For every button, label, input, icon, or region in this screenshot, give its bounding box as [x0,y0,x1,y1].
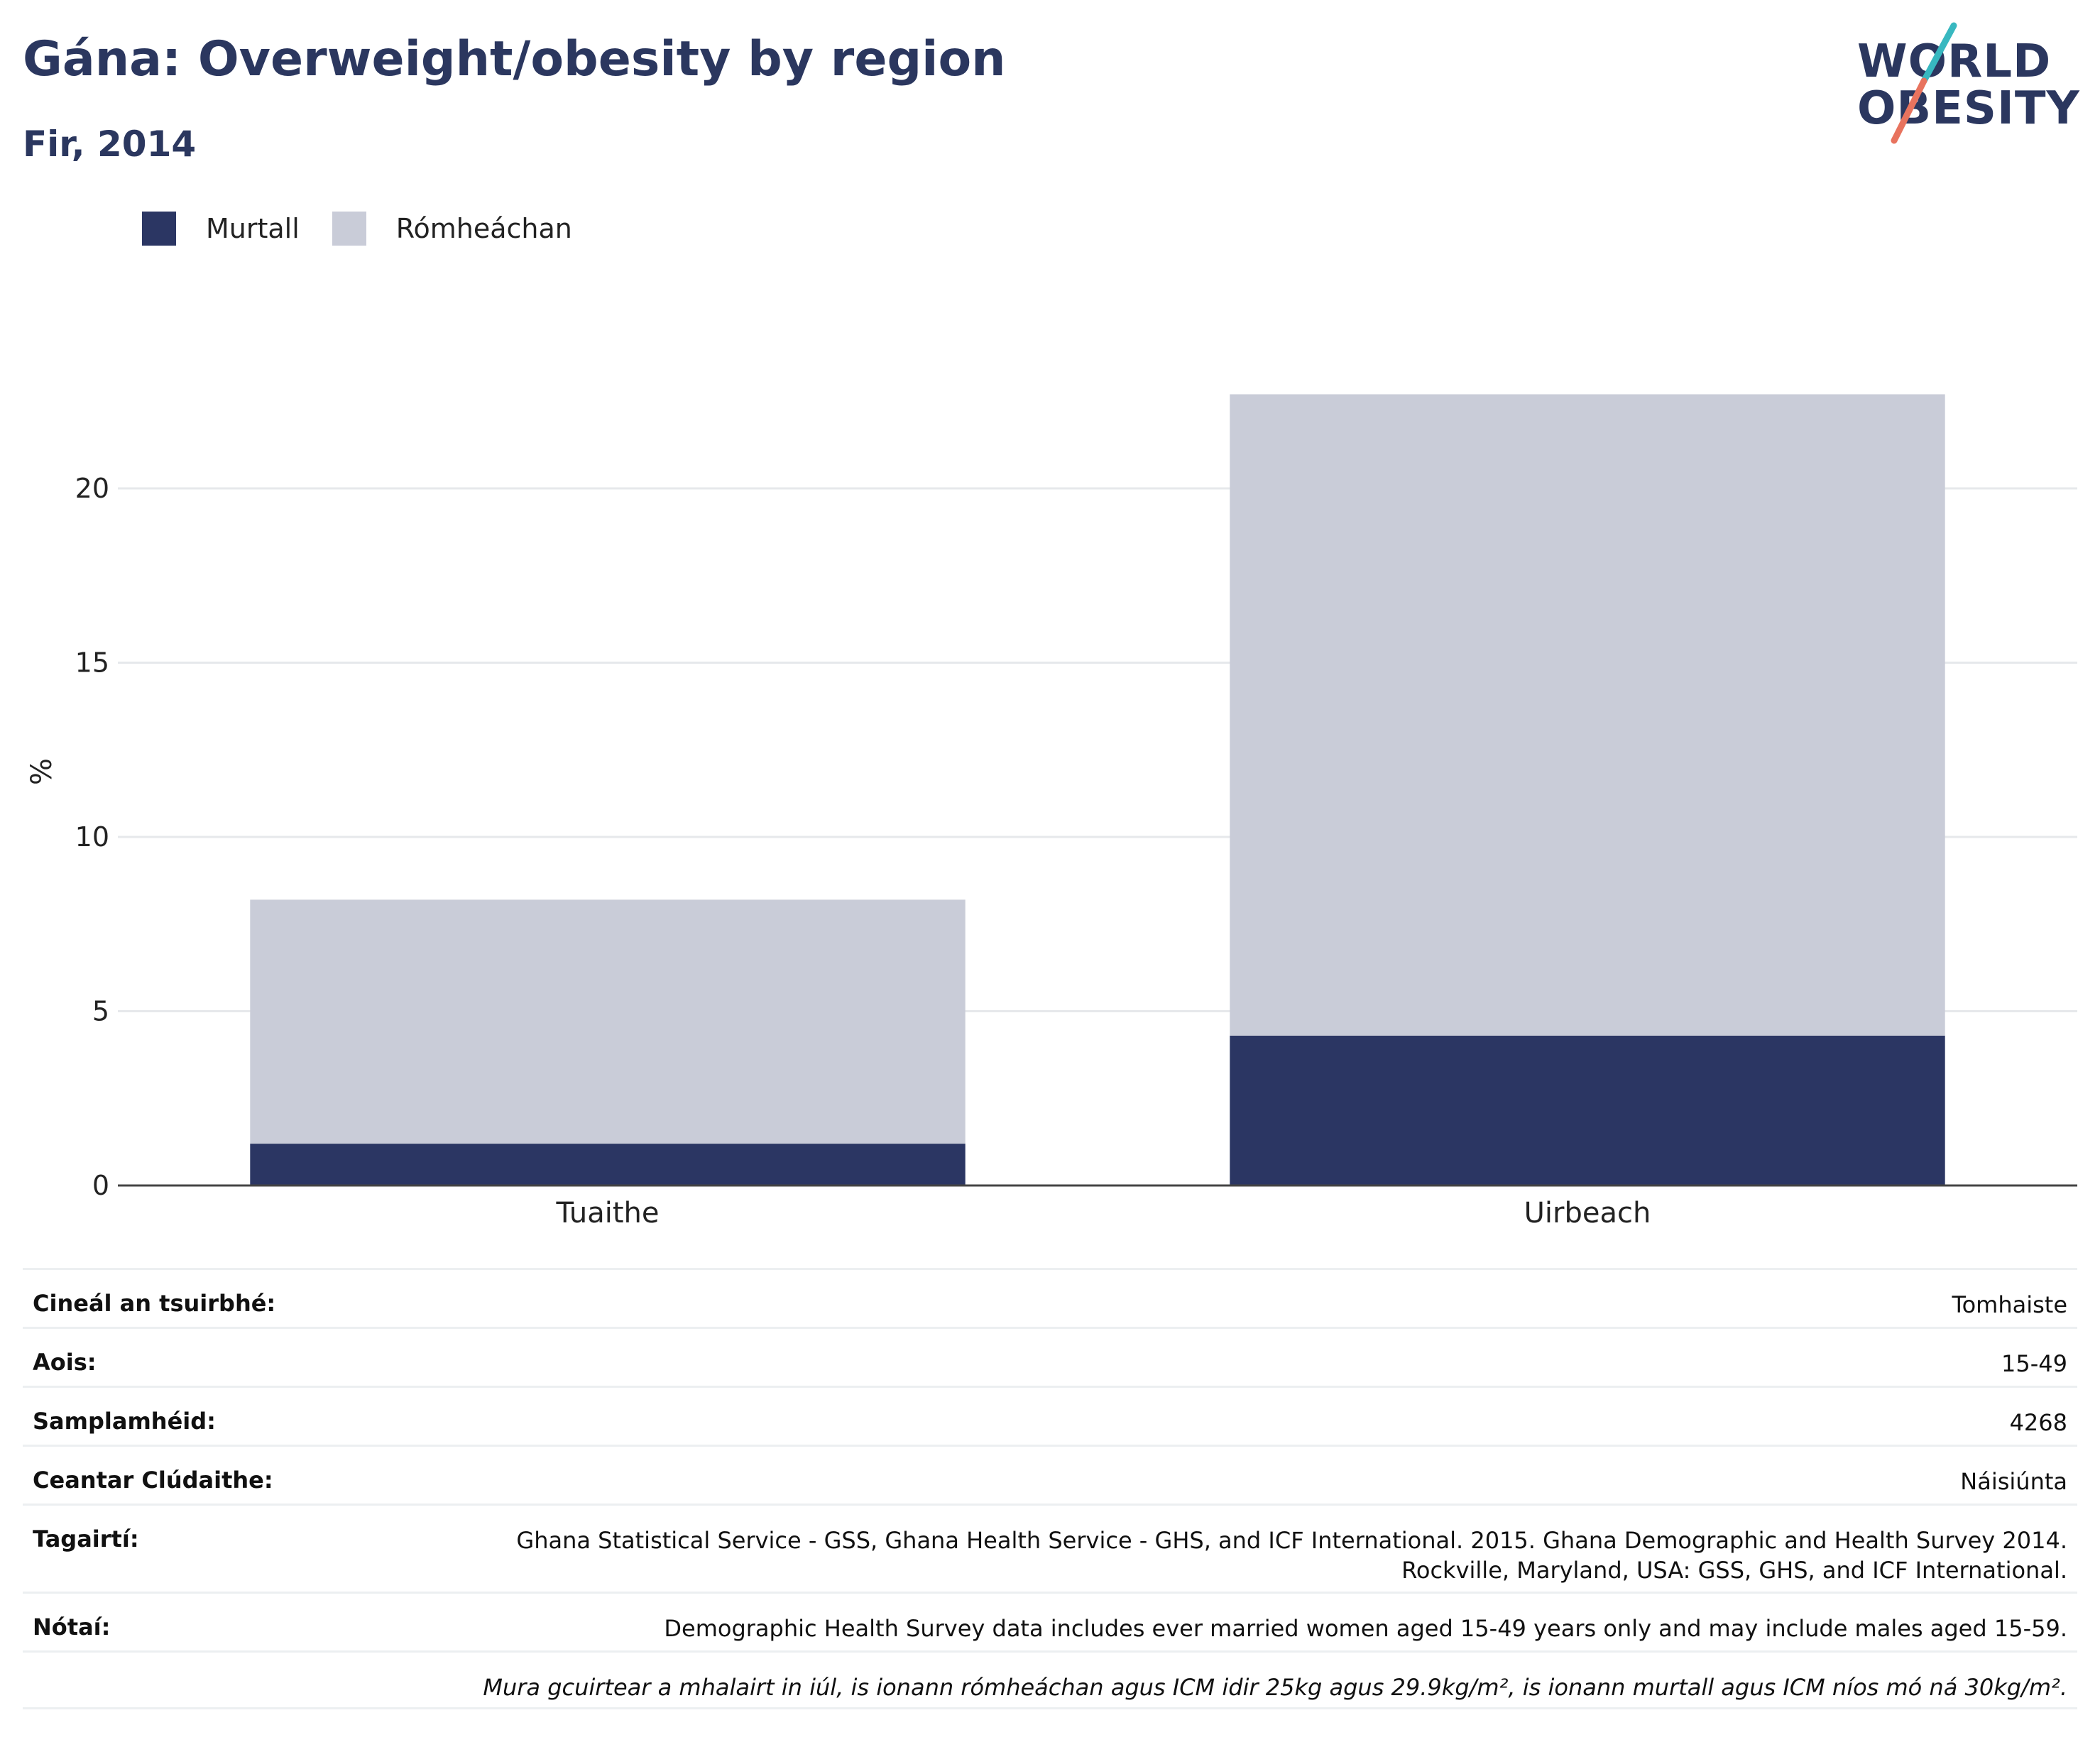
bar-obese-0 [250,1144,966,1185]
meta-row-sample-size: Samplamhéid: 4268 [23,1386,2077,1445]
world-obesity-logo: WORLD OBESITY [1853,20,2087,148]
meta-key: Ceantar Clúdaithe: [33,1467,273,1494]
legend-item-obese[interactable]: Murtall [142,212,300,246]
meta-key: Nótaí: [33,1614,111,1641]
survey-details-table: Cineál an tsuirbhé: Tomhaiste Aois: 15-4… [23,1268,2077,1709]
meta-key: Tagairtí: [33,1526,139,1552]
definition-note: Mura gcuirtear a mhalairt in iúl, is ion… [483,1674,2067,1701]
reference-line-1: Ghana Statistical Service - GSS, Ghana H… [516,1527,2067,1554]
y-tick-label: 5 [92,996,109,1027]
meta-value: Náisiúnta [1960,1468,2067,1495]
meta-row-area-covered: Ceantar Clúdaithe: Náisiúnta [23,1445,2077,1504]
meta-row-definition-note: Mura gcuirtear a mhalairt in iúl, is ion… [23,1650,2077,1709]
y-tick-label: 0 [92,1170,109,1201]
bar-overweight-0 [250,899,966,1144]
meta-value: 15-49 [2001,1350,2067,1377]
legend-label-overweight: Rómheáchan [395,213,572,244]
meta-key: Cineál an tsuirbhé: [33,1290,276,1317]
y-tick-label: 10 [75,821,109,853]
chart-title: Gána: Overweight/obesity by region [23,31,1006,87]
meta-row-age: Aois: 15-49 [23,1327,2077,1386]
y-axis-label: % [26,758,58,785]
meta-row-survey-type: Cineál an tsuirbhé: Tomhaiste [23,1268,2077,1327]
logo-text-line1: WORLD [1857,35,2052,88]
bar-chart: 0 5 10 15 20% Tuaithe Uirbeach [26,394,2077,1230]
legend-swatch-obese [142,212,176,246]
meta-value: Ghana Statistical Service - GSS, Ghana H… [516,1506,2067,1592]
legend-label-obese: Murtall [206,213,300,244]
legend-swatch-overweight [332,212,366,246]
meta-value: Demographic Health Survey data includes … [664,1615,2067,1642]
y-tick-label: 15 [75,647,109,679]
meta-row-notes: Nótaí: Demographic Health Survey data in… [23,1592,2077,1650]
logo-text-line2: OBESITY [1857,82,2080,135]
bar-obese-1 [1230,1035,1945,1185]
reference-line-2: Rockville, Maryland, USA: GSS, GHS, and … [1401,1557,2067,1584]
y-tick-label: 20 [75,473,109,504]
meta-value: 4268 [2009,1409,2067,1436]
chart-subtitle: Fir, 2014 [23,124,197,165]
bar-overweight-1 [1230,394,1945,1036]
chart-legend: Murtall Rómheáchan [142,212,605,246]
x-tick-label: Tuaithe [556,1197,660,1230]
meta-value: Tomhaiste [1952,1291,2067,1318]
meta-key: Aois: [33,1349,97,1376]
logo-slash-icon [1891,22,1957,144]
meta-row-references: Tagairtí: Ghana Statistical Service - GS… [23,1504,2077,1592]
x-tick-label: Uirbeach [1524,1197,1651,1230]
legend-item-overweight[interactable]: Rómheáchan [332,212,572,246]
meta-key: Samplamhéid: [33,1408,216,1435]
